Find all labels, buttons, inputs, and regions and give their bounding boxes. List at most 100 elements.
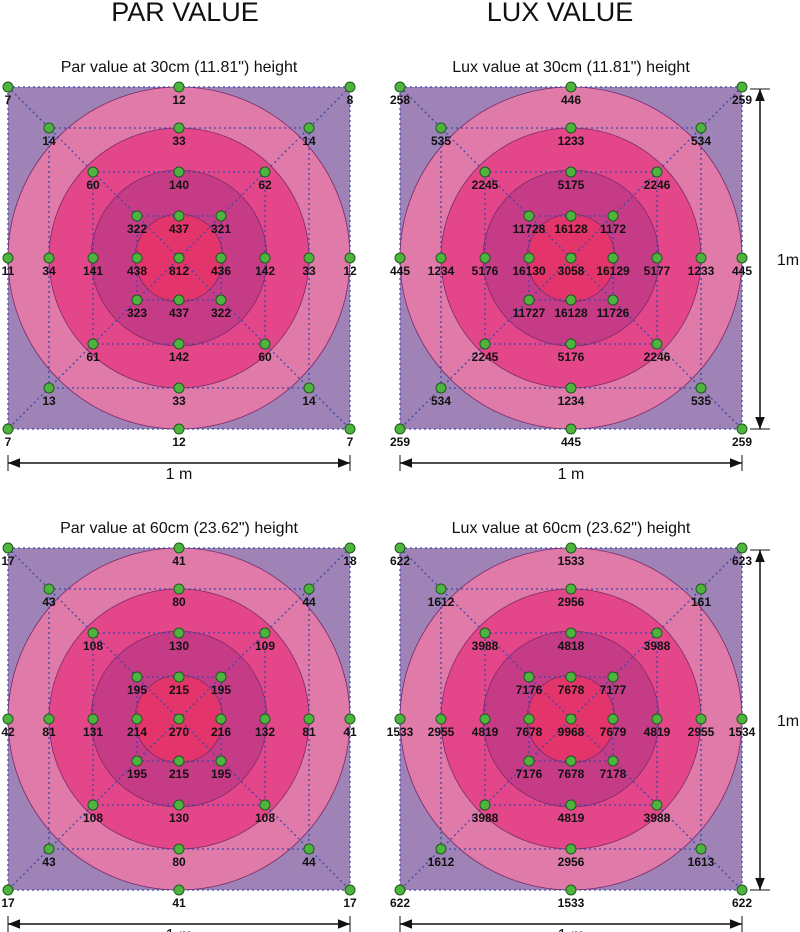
- reading: 270: [169, 725, 189, 739]
- sensor-point: [131, 713, 143, 725]
- reading: 17: [1, 896, 15, 910]
- sensor-point: [215, 755, 227, 767]
- reading: 62: [258, 178, 272, 192]
- reading: 7: [5, 93, 12, 107]
- sensor-point: [173, 338, 185, 350]
- sensor-point: [394, 252, 406, 264]
- sensor-point: [43, 583, 55, 595]
- height-label: 1m: [777, 713, 799, 730]
- reading: 108: [83, 811, 103, 825]
- reading: 2955: [428, 725, 455, 739]
- reading: 4819: [644, 725, 671, 739]
- sensor-point: [523, 252, 535, 264]
- reading: 1612: [428, 855, 455, 869]
- sensor-point: [394, 542, 406, 554]
- reading: 16130: [512, 264, 546, 278]
- sensor-point: [736, 252, 748, 264]
- sensor-point: [607, 210, 619, 222]
- sensor-point: [215, 713, 227, 725]
- sensor-point: [736, 884, 748, 896]
- reading: 11: [2, 264, 15, 278]
- sensor-point: [523, 294, 535, 306]
- reading: 2245: [472, 350, 499, 364]
- reading: 1612: [428, 595, 455, 609]
- reading: 535: [691, 394, 711, 408]
- reading: 108: [83, 639, 103, 653]
- reading: 18: [343, 554, 357, 568]
- sensor-point: [344, 81, 356, 93]
- reading: 445: [561, 435, 581, 449]
- panel-title: Lux value at 60cm (23.62") height: [452, 520, 691, 537]
- reading: 195: [127, 683, 147, 697]
- sensor-point: [303, 583, 315, 595]
- sensor-point: [565, 423, 577, 435]
- reading: 16128: [554, 222, 588, 236]
- reading: 12: [172, 93, 186, 107]
- reading: 195: [127, 767, 147, 781]
- sensor-point: [565, 799, 577, 811]
- reading: 7176: [516, 683, 543, 697]
- sensor-point: [173, 122, 185, 134]
- sensor-point: [131, 755, 143, 767]
- reading: 322: [211, 306, 231, 320]
- reading: 8: [347, 93, 354, 107]
- sensor-point: [2, 713, 14, 725]
- sensor-point: [173, 755, 185, 767]
- reading: 7178: [600, 767, 627, 781]
- reading: 41: [343, 725, 357, 739]
- sensor-point: [173, 799, 185, 811]
- reading: 33: [172, 134, 186, 148]
- sensor-point: [215, 294, 227, 306]
- sensor-point: [43, 843, 55, 855]
- sensor-point: [173, 671, 185, 683]
- reading: 7678: [516, 725, 543, 739]
- reading: 1533: [387, 725, 414, 739]
- reading: 17: [343, 896, 357, 910]
- reading: 130: [169, 639, 189, 653]
- sensor-point: [2, 81, 14, 93]
- sensor-point: [479, 338, 491, 350]
- reading: 42: [1, 725, 15, 739]
- reading: 7678: [558, 683, 585, 697]
- sensor-point: [303, 252, 315, 264]
- reading: 437: [169, 306, 189, 320]
- reading: 3988: [472, 639, 499, 653]
- sensor-point: [565, 210, 577, 222]
- reading: 7176: [516, 767, 543, 781]
- reading: 12: [343, 264, 357, 278]
- reading: 534: [691, 134, 711, 148]
- sensor-point: [259, 799, 271, 811]
- sensor-point: [565, 252, 577, 264]
- sensor-point: [303, 713, 315, 725]
- reading: 60: [258, 350, 272, 364]
- sensor-point: [394, 884, 406, 896]
- sensor-point: [479, 799, 491, 811]
- reading: 1234: [428, 264, 455, 278]
- sensor-point: [173, 252, 185, 264]
- sensor-point: [651, 166, 663, 178]
- sensor-point: [344, 542, 356, 554]
- reading: 3058: [558, 264, 585, 278]
- reading: 535: [431, 134, 451, 148]
- reading: 3988: [644, 639, 671, 653]
- reading: 11727: [513, 306, 546, 320]
- sensor-point: [565, 542, 577, 554]
- sensor-point: [173, 166, 185, 178]
- sensor-point: [523, 755, 535, 767]
- reading: 622: [390, 554, 410, 568]
- sensor-point: [565, 294, 577, 306]
- reading: 2246: [644, 178, 671, 192]
- sensor-point: [565, 843, 577, 855]
- reading: 446: [561, 93, 581, 107]
- reading: 1533: [558, 554, 585, 568]
- reading: 1234: [558, 394, 585, 408]
- reading: 445: [390, 264, 410, 278]
- reading: 13: [42, 394, 56, 408]
- sensor-point: [435, 122, 447, 134]
- reading: 215: [169, 683, 189, 697]
- reading: 622: [390, 896, 410, 910]
- sensor-point: [173, 627, 185, 639]
- sensor-point: [344, 252, 356, 264]
